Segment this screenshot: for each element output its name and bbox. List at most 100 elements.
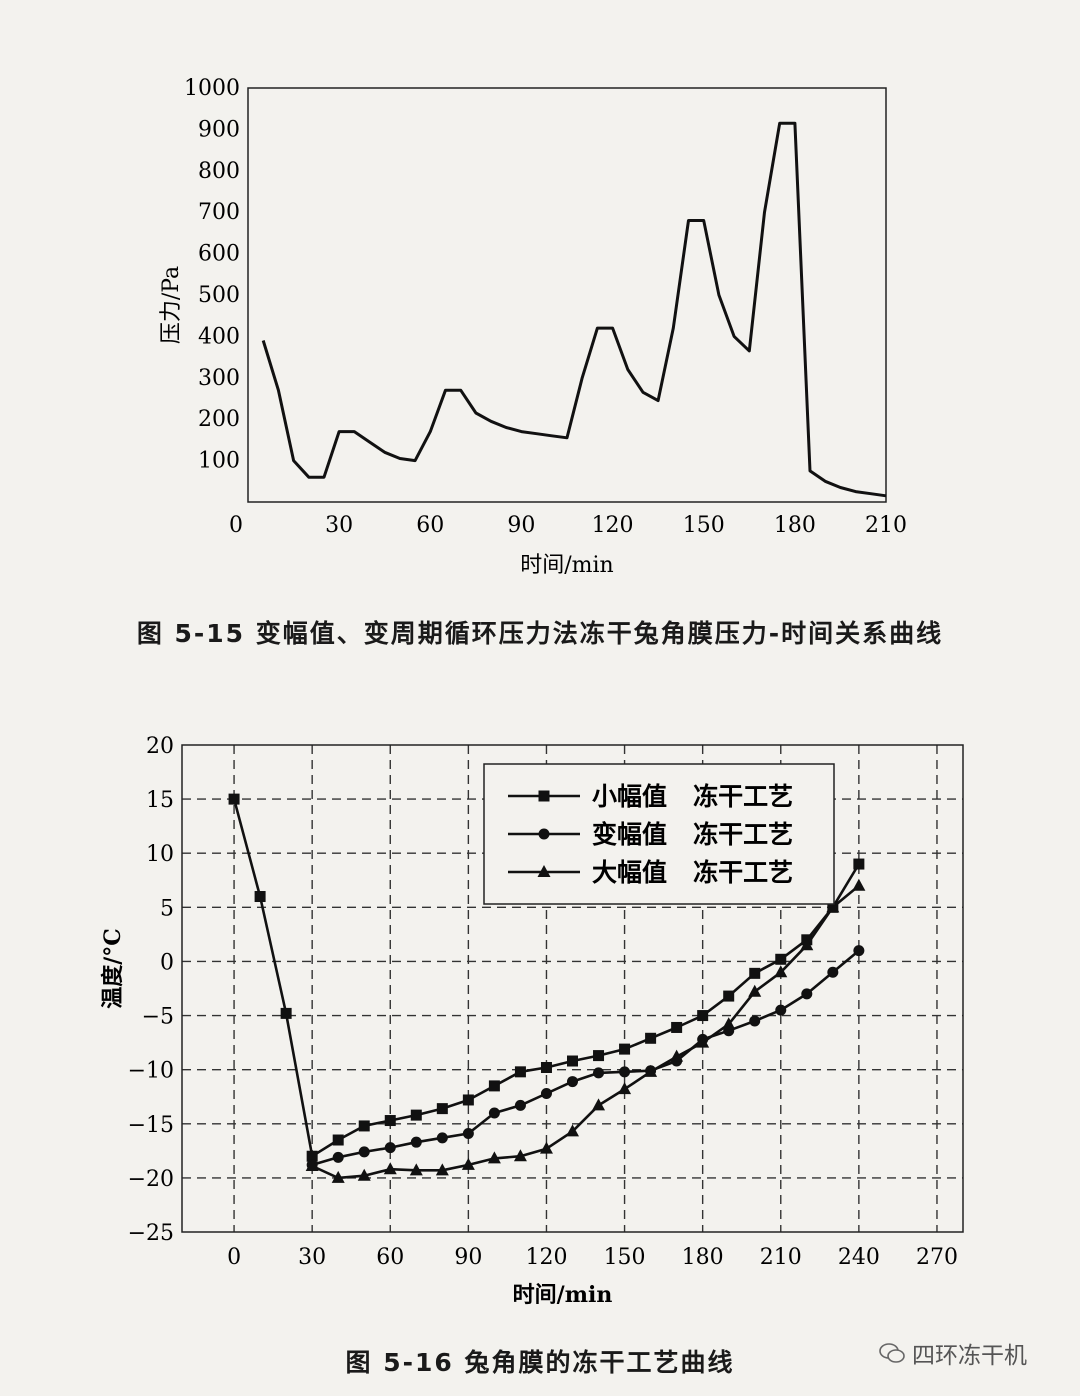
chart2-y-axis-label: 温度/°C [100, 928, 126, 1009]
circle-marker [462, 1128, 474, 1140]
circle-marker [358, 1146, 370, 1158]
chart2-y-tick-label: 10 [146, 842, 174, 867]
square-marker [645, 1032, 657, 1044]
chart2-x-tick-label: 0 [227, 1245, 241, 1270]
triangle-marker [644, 1064, 658, 1077]
triangle-marker [383, 1162, 397, 1175]
chart1-y-tick-label: 600 [198, 242, 240, 267]
triangle-marker [696, 1035, 710, 1048]
triangle-marker [566, 1124, 579, 1137]
triangle-marker [826, 900, 840, 913]
square-marker [384, 1115, 396, 1127]
square-marker [723, 990, 735, 1002]
chart1-y-tick-label: 800 [198, 159, 240, 184]
triangle-marker [357, 1168, 371, 1181]
chart2-x-axis-label: 时间/min [513, 1282, 613, 1308]
chart2-y-tick-label: 15 [146, 788, 174, 813]
square-marker [514, 1066, 526, 1078]
triangle-marker [774, 965, 788, 978]
chart1-y-ticks: 100 200 300 400 500 600 700 800 900 1000 [184, 76, 240, 474]
circle-marker [384, 1142, 396, 1154]
chart2-x-tick-label: 120 [525, 1245, 567, 1270]
chart2-x-tick-label: 90 [454, 1245, 482, 1270]
circle-marker [567, 1076, 578, 1088]
circle-marker [775, 1004, 787, 1016]
chart2-y-tick-label: −5 [142, 1005, 174, 1030]
square-marker [671, 1021, 683, 1033]
triangle-marker [409, 1163, 423, 1176]
circle-marker [801, 988, 813, 1000]
circle-marker [436, 1132, 448, 1144]
chart2-y-tick-label: 20 [146, 734, 174, 759]
triangle-marker [592, 1098, 606, 1111]
chart1-x-tick-label: 210 [865, 513, 907, 538]
chart2-y-tick-label: −10 [128, 1059, 174, 1084]
square-marker [488, 1080, 500, 1092]
circle-marker [514, 1099, 526, 1111]
chart2-y-tick-label: 5 [160, 896, 174, 921]
square-marker [567, 1055, 578, 1067]
legend-entry-label: 大幅值 冻干工艺 [592, 858, 793, 887]
figure-5-16-caption: 图 5-16 兔角膜的冻干工艺曲线 [345, 1348, 735, 1377]
chart1-x-axis-label: 时间/min [520, 553, 613, 578]
triangle-marker [435, 1163, 449, 1176]
circle-marker [332, 1151, 344, 1163]
triangle-marker [461, 1157, 475, 1170]
chart2-y-tick-label: −25 [128, 1221, 174, 1246]
square-marker [538, 790, 550, 802]
chart1-y-tick-label: 1000 [184, 76, 240, 101]
circle-marker [540, 1087, 552, 1099]
chart2-x-ticks: 0 30 60 90 120 150 180 210 240 270 [227, 1245, 958, 1270]
chart1-pressure-line [261, 121, 887, 498]
chart2-y-tick-label: 0 [160, 950, 174, 975]
circle-marker [488, 1107, 500, 1119]
square-marker [697, 1010, 709, 1022]
chart1-x-tick-label: 90 [507, 513, 535, 538]
square-marker [410, 1109, 422, 1121]
square-marker [332, 1134, 344, 1146]
square-marker [358, 1120, 370, 1132]
triangle-marker [537, 865, 551, 877]
chart2-x-tick-label: 60 [376, 1245, 404, 1270]
square-marker [775, 953, 787, 965]
chart2-x-tick-label: 150 [604, 1245, 646, 1270]
chart2-x-tick-label: 30 [298, 1245, 326, 1270]
chart1-y-tick-label: 700 [198, 200, 240, 225]
chart1-x-tick-label: 60 [416, 513, 444, 538]
chart1-y-tick-label: 500 [198, 283, 240, 308]
square-marker [749, 967, 761, 979]
triangle-marker [331, 1170, 345, 1183]
triangle-marker [618, 1082, 632, 1095]
wechat-icon [879, 1343, 905, 1363]
figure-5-15-caption: 图 5-15 变幅值、变周期循环压力法冻干兔角膜压力-时间关系曲线 [136, 619, 944, 648]
square-marker [306, 1150, 318, 1162]
chart2-series [228, 793, 866, 1183]
chart1-y-tick-label: 100 [198, 449, 240, 474]
chart2-x-tick-label: 180 [682, 1245, 724, 1270]
triangle-marker [305, 1158, 319, 1171]
triangle-marker [670, 1049, 684, 1062]
chart2-y-tick-label: −20 [128, 1167, 174, 1192]
circle-marker [749, 1015, 761, 1027]
chart1-y-tick-label: 200 [198, 407, 240, 432]
circle-marker [538, 828, 550, 840]
chart2-series-line [311, 884, 860, 1180]
triangle-marker [539, 1141, 553, 1154]
chart1-x-tick-label: 30 [325, 513, 353, 538]
square-marker [462, 1094, 474, 1106]
chart2-y-ticks: −25 −20 −15 −10 −5 0 5 10 15 20 [128, 734, 174, 1246]
chart1-x-tick-label: 150 [683, 513, 725, 538]
square-marker [540, 1062, 552, 1074]
triangle-marker [513, 1149, 527, 1162]
chart1-plot-frame [247, 87, 887, 503]
circle-marker [853, 945, 865, 957]
chart1-x-tick-label: 120 [592, 513, 634, 538]
chart2-series-square [228, 793, 865, 1162]
square-marker [280, 1007, 292, 1019]
chart2-series-line [311, 949, 860, 1167]
square-marker [436, 1103, 448, 1115]
circle-marker [410, 1136, 422, 1148]
chart1-y-tick-label: 400 [198, 324, 240, 349]
watermark-text: 四环冻干机 [912, 1343, 1027, 1369]
watermark: 四环冻干机 [878, 1336, 1027, 1370]
